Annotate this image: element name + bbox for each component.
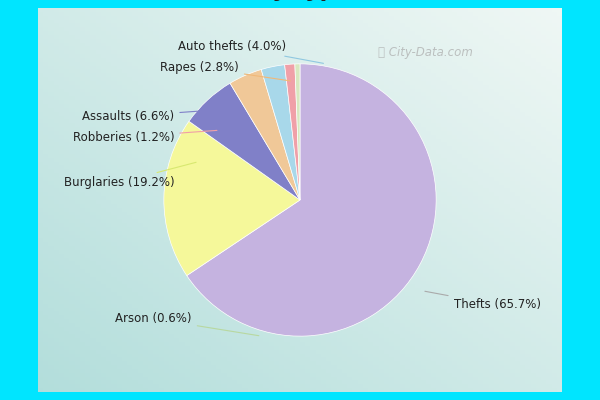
Wedge shape [261, 65, 300, 200]
Text: Robberies (1.2%): Robberies (1.2%) [73, 130, 217, 144]
Wedge shape [164, 121, 300, 276]
Text: Assaults (6.6%): Assaults (6.6%) [82, 110, 222, 123]
Wedge shape [295, 64, 300, 200]
Text: ⓘ City-Data.com: ⓘ City-Data.com [378, 46, 473, 59]
Text: Burglaries (19.2%): Burglaries (19.2%) [64, 162, 196, 189]
Text: Arson (0.6%): Arson (0.6%) [115, 312, 259, 336]
Text: Rapes (2.8%): Rapes (2.8%) [160, 61, 290, 81]
Wedge shape [189, 83, 300, 200]
Text: Auto thefts (4.0%): Auto thefts (4.0%) [178, 40, 323, 63]
Text: Thefts (65.7%): Thefts (65.7%) [425, 291, 541, 311]
Wedge shape [284, 64, 300, 200]
Title: Crimes by type - 2017: Crimes by type - 2017 [162, 0, 438, 1]
Wedge shape [187, 64, 436, 336]
Wedge shape [230, 70, 300, 200]
